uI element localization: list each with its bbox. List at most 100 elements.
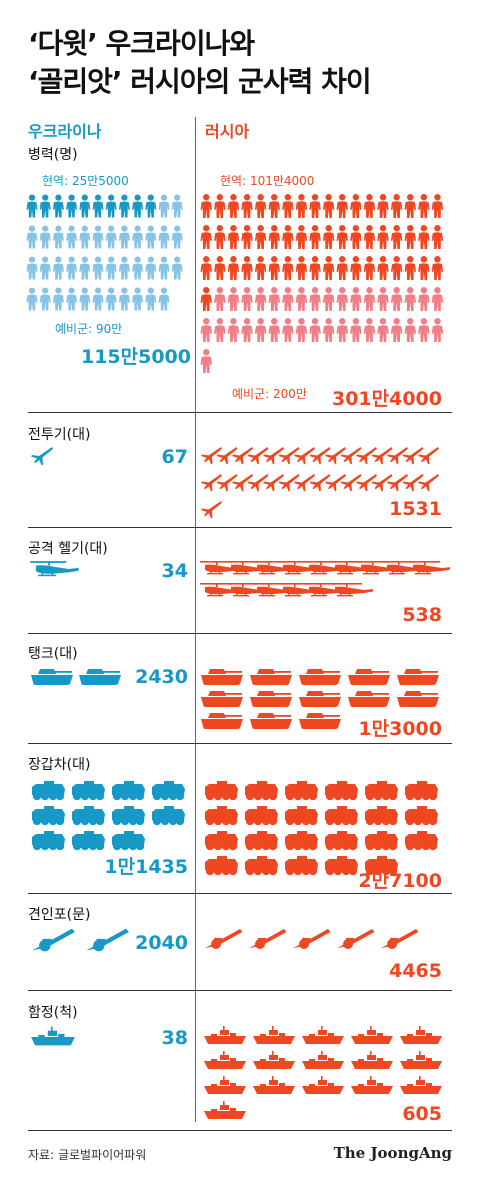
armored-vehicle-icon	[72, 781, 105, 801]
armored-vehicle-icon	[325, 806, 358, 826]
soldier-icon	[214, 318, 226, 342]
soldier-icon	[145, 194, 157, 218]
soldier-icon	[295, 194, 308, 218]
warship-icon	[351, 1026, 393, 1044]
soldier-icon	[350, 318, 362, 342]
section-separator	[28, 990, 452, 991]
soldier-icon	[309, 318, 321, 342]
armored-vehicle-icon	[245, 781, 278, 801]
soldier-icon	[404, 225, 416, 249]
warship-icon	[302, 1076, 344, 1094]
warship-icon	[253, 1051, 295, 1069]
soldier-icon	[200, 194, 212, 218]
soldier-icon	[309, 256, 321, 280]
tank-icon	[348, 669, 390, 685]
soldier-icon	[66, 256, 78, 280]
soldier-icon	[431, 256, 444, 280]
soldier-icon	[118, 225, 130, 249]
fighter-jet-icon-array	[31, 447, 53, 466]
publisher-logo: The JoongAng	[333, 1144, 452, 1162]
armored-vehicle-icon	[405, 781, 438, 801]
artillery-icon	[205, 929, 243, 949]
warship-icon	[400, 1051, 442, 1069]
chart-title-line2: ‘골리앗’ 러시아의 군사력 차이	[28, 65, 372, 98]
armored-vehicle-icon	[30, 779, 190, 859]
warship-icon	[400, 1076, 442, 1094]
soldier-icon	[79, 225, 91, 249]
soldier-icon	[158, 287, 170, 311]
soldier-icon	[26, 256, 38, 280]
artillery-icon	[32, 928, 75, 952]
soldier-icon	[336, 318, 348, 342]
soldier-icon	[227, 225, 240, 249]
soldier-icon	[282, 225, 294, 249]
soldier-icon	[254, 194, 267, 218]
tank-icon	[31, 669, 73, 685]
artillery-icon-array	[32, 928, 129, 952]
russia-jets-value: 1531	[389, 498, 442, 520]
soldier-icon	[363, 225, 376, 249]
soldier-icon	[241, 318, 253, 342]
armored-vehicle-icon	[32, 831, 65, 851]
soldier-icon	[132, 287, 144, 311]
helicopter-icon	[200, 560, 451, 605]
soldier-icon	[200, 318, 212, 342]
armored-vehicle-icon	[325, 831, 358, 851]
ukraine-helicopters-value: 34	[161, 560, 188, 582]
soldier-icon	[105, 225, 117, 249]
armored-vehicle-icon	[365, 781, 398, 801]
soldier-icon	[241, 194, 253, 218]
soldier-icon	[268, 318, 280, 342]
armored-vehicle-icon	[285, 781, 318, 801]
soldier-icon	[322, 225, 335, 249]
helicopter-icon	[30, 560, 90, 582]
fighter-jet-icon	[30, 446, 70, 470]
warship-icon	[351, 1051, 393, 1069]
artillery-icon	[381, 929, 419, 949]
tank-icon	[201, 713, 243, 729]
soldier-icon	[132, 256, 144, 280]
soldier-icon	[390, 318, 403, 342]
soldier-icon	[118, 256, 130, 280]
soldier-icon	[227, 194, 240, 218]
soldier-icon	[200, 193, 455, 373]
warship-icon	[351, 1076, 393, 1094]
warship-icon	[31, 1026, 75, 1046]
soldier-icon	[145, 256, 157, 280]
russia-apc-value: 2만7100	[358, 870, 442, 892]
soldier-icon	[118, 194, 130, 218]
russia-reserve-label: 예비군: 200만	[232, 387, 307, 401]
tank-icon	[250, 713, 292, 729]
tank-icon	[201, 669, 243, 685]
soldier-icon	[92, 194, 104, 218]
soldier-icon	[171, 256, 183, 280]
soldier-icon	[268, 256, 280, 280]
armored-vehicle-icon	[245, 856, 278, 876]
soldier-icon	[105, 194, 117, 218]
fighter-jet-icon	[201, 500, 222, 519]
section-separator	[28, 893, 452, 894]
soldier-icon	[227, 318, 240, 342]
section-separator	[28, 412, 452, 413]
soldier-icon	[200, 287, 212, 311]
soldier-icon	[309, 287, 321, 311]
soldier-icon	[350, 287, 362, 311]
warship-icon	[302, 1051, 344, 1069]
soldier-icon	[105, 256, 117, 280]
soldier-icon	[158, 256, 170, 280]
soldier-icon	[390, 194, 403, 218]
ukraine-artillery-value: 2040	[135, 932, 188, 954]
armored-vehicle-icon	[285, 806, 318, 826]
armored-vehicle-icon	[245, 806, 278, 826]
armored-vehicle-icon	[72, 831, 105, 851]
armored-vehicle-icon	[205, 856, 238, 876]
helicopter-icon	[30, 561, 79, 577]
soldier-icon	[363, 318, 376, 342]
soldier-icon	[322, 194, 335, 218]
ukraine-ships-value: 38	[161, 1027, 188, 1049]
soldier-icon-array	[26, 194, 183, 311]
category-label-troops: 병력(명)	[28, 147, 78, 163]
soldier-icon	[92, 225, 104, 249]
armored-vehicle-icon	[32, 781, 65, 801]
warship-icon	[302, 1026, 344, 1044]
